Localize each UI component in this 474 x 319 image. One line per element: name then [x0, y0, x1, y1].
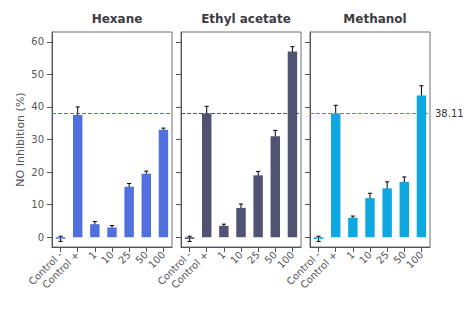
svg-text:25: 25 [116, 249, 133, 266]
svg-text:25: 25 [374, 249, 391, 266]
svg-text:Hexane: Hexane [92, 12, 143, 26]
svg-text:10: 10 [99, 249, 116, 266]
svg-text:60: 60 [31, 36, 44, 47]
svg-text:Ethyl acetate: Ethyl acetate [201, 12, 291, 26]
svg-text:0: 0 [38, 232, 44, 243]
svg-text:1: 1 [344, 249, 356, 261]
svg-text:50: 50 [262, 249, 280, 266]
svg-text:Control +: Control + [169, 249, 210, 290]
svg-text:40: 40 [31, 101, 44, 112]
svg-text:10: 10 [31, 199, 44, 210]
svg-text:25: 25 [245, 249, 262, 266]
svg-text:10: 10 [228, 249, 245, 266]
svg-text:1: 1 [215, 249, 227, 261]
svg-text:50: 50 [133, 249, 151, 266]
svg-text:Control +: Control + [298, 249, 339, 290]
svg-text:Methanol: Methanol [343, 12, 406, 26]
svg-text:100: 100 [404, 249, 425, 270]
svg-text:1: 1 [86, 249, 98, 261]
svg-text:Control -: Control - [284, 249, 323, 288]
svg-text:Control -: Control - [26, 249, 65, 288]
svg-text:50: 50 [391, 249, 409, 266]
svg-text:38.11: 38.11 [435, 108, 464, 119]
svg-text:30: 30 [31, 134, 44, 145]
svg-text:100: 100 [146, 249, 167, 270]
svg-text:50: 50 [31, 69, 44, 80]
svg-text:Control +: Control + [40, 249, 81, 290]
svg-text:NO Inhibition (%): NO Inhibition (%) [14, 92, 27, 186]
svg-text:10: 10 [357, 249, 374, 266]
svg-text:20: 20 [31, 167, 44, 178]
svg-text:100: 100 [275, 249, 296, 270]
svg-text:Control -: Control - [155, 249, 194, 288]
